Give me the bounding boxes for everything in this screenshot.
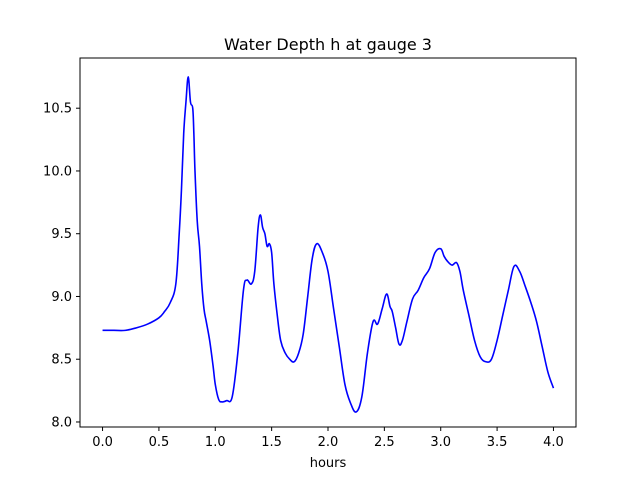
x-tick-label: 0.5 <box>149 435 170 450</box>
x-tick-label: 4.0 <box>543 435 564 450</box>
x-tick-label: 2.0 <box>318 435 339 450</box>
y-tick-label: 9.5 <box>51 227 72 242</box>
x-tick-label: 0.0 <box>92 435 113 450</box>
y-tick-label: 8.0 <box>51 415 72 430</box>
x-tick-label: 3.0 <box>430 435 451 450</box>
x-tick-label: 1.5 <box>261 435 282 450</box>
data-layer <box>102 76 555 413</box>
y-tick-label: 8.5 <box>51 353 72 368</box>
y-tick-label: 10.5 <box>43 102 72 117</box>
x-axis: 0.0 0.5 1.0 1.5 2.0 2.5 3.0 3.5 4.0 <box>92 427 564 450</box>
x-axis-label: hours <box>310 456 347 471</box>
y-axis: 8.0 8.5 9.0 9.5 10.0 10.5 <box>43 102 80 430</box>
chart-title: Water Depth h at gauge 3 <box>224 35 432 54</box>
x-tick-label: 2.5 <box>374 435 395 450</box>
y-tick-label: 10.0 <box>43 164 72 179</box>
x-tick-label: 3.5 <box>487 435 508 450</box>
plot-background <box>80 58 576 427</box>
y-tick-label: 9.0 <box>51 290 72 305</box>
x-tick-label: 1.0 <box>205 435 226 450</box>
series-line <box>102 76 555 413</box>
